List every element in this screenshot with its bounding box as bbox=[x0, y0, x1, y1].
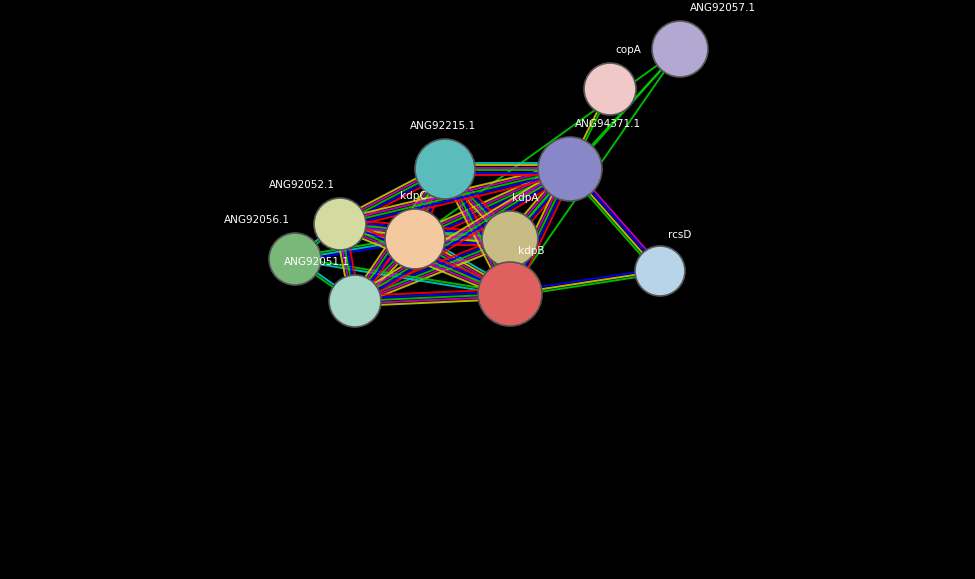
Circle shape bbox=[584, 63, 636, 115]
Text: ANG92051.1: ANG92051.1 bbox=[284, 257, 350, 267]
Text: kdpB: kdpB bbox=[518, 246, 544, 256]
Text: kdpA: kdpA bbox=[512, 193, 538, 203]
Circle shape bbox=[652, 21, 708, 77]
Text: ANG92215.1: ANG92215.1 bbox=[410, 121, 476, 131]
Circle shape bbox=[635, 246, 685, 296]
Text: copA: copA bbox=[615, 45, 641, 55]
Text: ANG92056.1: ANG92056.1 bbox=[224, 215, 290, 225]
Text: ANG92052.1: ANG92052.1 bbox=[269, 180, 335, 190]
Circle shape bbox=[269, 233, 321, 285]
Text: kdpC: kdpC bbox=[400, 191, 426, 201]
Text: ANG94371.1: ANG94371.1 bbox=[575, 119, 642, 129]
Circle shape bbox=[314, 198, 366, 250]
Circle shape bbox=[329, 275, 381, 327]
Text: ANG92057.1: ANG92057.1 bbox=[690, 3, 756, 13]
Circle shape bbox=[482, 211, 538, 267]
Circle shape bbox=[478, 262, 542, 326]
Circle shape bbox=[415, 139, 475, 199]
Text: rcsD: rcsD bbox=[668, 230, 691, 240]
Circle shape bbox=[538, 137, 602, 201]
Circle shape bbox=[385, 209, 445, 269]
